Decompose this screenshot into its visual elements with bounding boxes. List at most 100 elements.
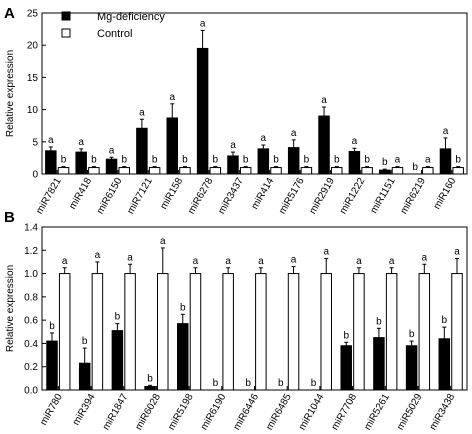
significance-letter: b bbox=[376, 316, 382, 327]
x-tick-label: miR1044 bbox=[297, 392, 327, 433]
x-tick-label: miR7121 bbox=[125, 176, 155, 217]
x-tick-label: miR6190 bbox=[199, 392, 229, 433]
plot-frame bbox=[41, 226, 468, 391]
significance-letter: b bbox=[364, 155, 370, 166]
y-tick-label: 0 bbox=[32, 170, 38, 181]
x-tick-label: miR7821 bbox=[34, 176, 64, 217]
x-tick-label: miR418 bbox=[67, 176, 94, 212]
significance-letter: a bbox=[258, 256, 264, 267]
x-tick-label: miR5029 bbox=[395, 392, 425, 433]
x-tick-label: miR1151 bbox=[369, 176, 398, 216]
bar-control bbox=[270, 167, 282, 175]
y-tick-label: 25 bbox=[27, 9, 39, 20]
bar-mg-deficiency bbox=[166, 117, 179, 175]
bar-control bbox=[209, 167, 222, 175]
bar-control bbox=[391, 167, 404, 175]
bar-control bbox=[422, 167, 434, 175]
legend-swatch-control bbox=[61, 28, 71, 38]
x-tick-label: miR7708 bbox=[330, 392, 360, 433]
significance-letter: a bbox=[78, 137, 84, 148]
y-tick-label: 5 bbox=[32, 137, 38, 148]
significance-letter: a bbox=[230, 140, 236, 151]
legend-label-control: Control bbox=[97, 28, 132, 40]
significance-letter: a bbox=[169, 92, 175, 103]
significance-letter: a bbox=[48, 135, 54, 146]
bar-control bbox=[157, 273, 169, 391]
y-tick-label: 0.6 bbox=[24, 316, 38, 327]
y-tick-label: 1.2 bbox=[24, 246, 38, 257]
x-tick-label: miR3438 bbox=[428, 392, 458, 433]
significance-letter: a bbox=[109, 145, 115, 156]
bar-control bbox=[189, 273, 202, 391]
x-tick-label: miR6219 bbox=[399, 176, 429, 217]
bar-mg-deficiency bbox=[340, 345, 352, 391]
x-tick-label: miR780 bbox=[38, 392, 65, 428]
significance-letter: b bbox=[278, 378, 284, 389]
significance-letter: a bbox=[261, 133, 267, 144]
significance-letter: a bbox=[425, 155, 431, 166]
significance-letter: a bbox=[127, 252, 133, 263]
bar-mg-deficiency bbox=[196, 47, 209, 175]
bar-mg-deficiency bbox=[78, 362, 91, 391]
bar-mg-deficiency bbox=[405, 345, 418, 391]
significance-letter: b bbox=[245, 378, 251, 389]
plot-frame bbox=[41, 12, 468, 175]
x-tick-label: miR158 bbox=[158, 176, 185, 212]
bar-control bbox=[91, 273, 104, 391]
x-tick-label: miR6028 bbox=[133, 392, 163, 433]
significance-letter: b bbox=[49, 321, 55, 332]
bar-control bbox=[57, 167, 70, 175]
significance-letter: a bbox=[321, 95, 327, 106]
significance-letter: a bbox=[352, 136, 358, 147]
y-tick-label: 1.0 bbox=[24, 269, 38, 280]
bar-mg-deficiency bbox=[45, 150, 57, 175]
significance-letter: b bbox=[213, 378, 219, 389]
significance-letter: a bbox=[422, 252, 428, 263]
y-tick-label: 0.4 bbox=[24, 339, 38, 350]
significance-letter: b bbox=[61, 155, 67, 166]
significance-letter: a bbox=[200, 18, 206, 29]
x-tick-label: miR414 bbox=[250, 176, 277, 212]
x-tick-label: miR1847 bbox=[101, 392, 131, 433]
x-tick-label: miR6278 bbox=[186, 176, 216, 217]
bar-mg-deficiency bbox=[105, 158, 118, 175]
y-tick-label: 20 bbox=[27, 41, 39, 52]
y-tick-label: 1.4 bbox=[24, 223, 38, 234]
y-tick-label: 0.2 bbox=[24, 362, 38, 373]
bar-mg-deficiency bbox=[136, 127, 148, 175]
significance-letter: b bbox=[180, 302, 186, 313]
significance-letter: a bbox=[95, 250, 101, 261]
significance-letter: a bbox=[139, 107, 145, 118]
significance-letter: b bbox=[382, 157, 388, 168]
significance-letter: b bbox=[213, 155, 219, 166]
significance-letter: b bbox=[409, 329, 415, 340]
significance-letter: b bbox=[121, 155, 127, 166]
bar-control bbox=[239, 167, 252, 175]
significance-letter: a bbox=[193, 256, 199, 267]
x-tick-label: miR3437 bbox=[216, 176, 246, 217]
significance-letter: b bbox=[412, 162, 418, 173]
x-tick-label: miR6485 bbox=[264, 392, 294, 433]
bar-control bbox=[353, 273, 365, 391]
bar-mg-deficiency bbox=[287, 147, 300, 175]
bar-control bbox=[179, 167, 191, 175]
significance-letter: a bbox=[323, 246, 329, 257]
panel-label: A bbox=[4, 5, 15, 22]
significance-letter: a bbox=[389, 256, 395, 267]
significance-letter: b bbox=[82, 336, 88, 347]
significance-letter: b bbox=[442, 315, 448, 326]
panel-label: B bbox=[4, 209, 15, 226]
y-tick-label: 15 bbox=[27, 73, 39, 84]
bar-control bbox=[361, 167, 373, 175]
significance-letter: b bbox=[115, 312, 121, 323]
significance-letter: b bbox=[147, 373, 153, 384]
significance-letter: a bbox=[443, 126, 449, 137]
y-axis-label: Relative expression bbox=[5, 265, 16, 352]
significance-letter: a bbox=[291, 255, 297, 266]
bar-control bbox=[124, 273, 136, 391]
y-tick-label: 0.8 bbox=[24, 292, 38, 303]
significance-letter: a bbox=[454, 246, 460, 257]
x-tick-label: miR394 bbox=[71, 392, 98, 428]
y-tick-label: 0.0 bbox=[24, 386, 38, 397]
x-tick-label: miR2919 bbox=[307, 176, 337, 217]
